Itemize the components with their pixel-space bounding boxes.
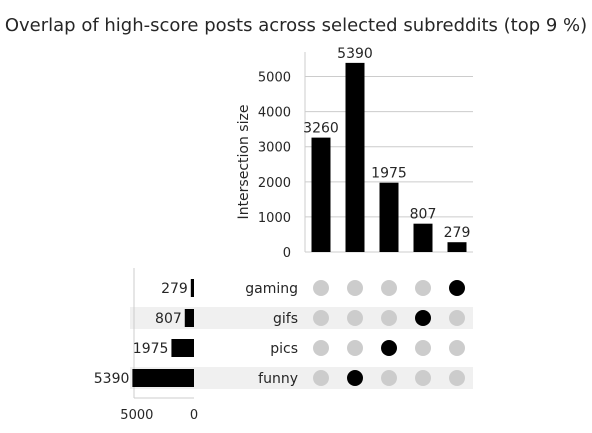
matrix-dot-active [449, 280, 465, 296]
intersection-bar [311, 137, 331, 252]
chart-title: Overlap of high-score posts across selec… [5, 15, 587, 36]
set-size-bar-gaming [190, 279, 194, 297]
set-size-label-pics: 1975 [133, 341, 169, 357]
set-name-funny: funny [258, 371, 298, 387]
intersection-bar [413, 223, 433, 252]
matrix-dot-inactive [449, 310, 465, 326]
y-tick-label: 4000 [258, 106, 291, 121]
intersection-bar [345, 62, 365, 252]
matrix-dot-inactive [313, 370, 329, 386]
set-size-label-funny: 5390 [94, 371, 130, 387]
set-name-pics: pics [270, 341, 298, 357]
intersection-bar-label: 5390 [337, 46, 373, 62]
matrix-dots [313, 280, 465, 386]
y-tick-label: 1000 [258, 211, 291, 226]
matrix-dot-inactive [347, 340, 363, 356]
set-size-bars [132, 279, 194, 387]
matrix-dot-inactive [313, 340, 329, 356]
matrix-dot-inactive [313, 280, 329, 296]
set-name-gaming: gaming [245, 281, 298, 297]
matrix-dot-inactive [381, 280, 397, 296]
matrix-dot-active [415, 310, 431, 326]
set-names: gaming gifs pics funny [245, 281, 298, 387]
intersection-bar-label: 279 [444, 225, 471, 241]
matrix-dot-inactive [347, 280, 363, 296]
set-name-gifs: gifs [273, 311, 298, 327]
y-axis-label: Intersection size [236, 105, 252, 220]
intersection-bars [311, 62, 467, 252]
set-size-label-gifs: 807 [155, 311, 182, 327]
matrix-dot-active [347, 370, 363, 386]
set-size-bar-pics [171, 339, 194, 357]
matrix-dot-active [381, 340, 397, 356]
set-size-tick-labels: 5000 0 [120, 408, 198, 423]
matrix-dot-inactive [449, 370, 465, 386]
intersection-bar [379, 182, 399, 252]
matrix-dot-inactive [313, 310, 329, 326]
matrix-dot-inactive [449, 340, 465, 356]
set-size-tick-label: 5000 [120, 408, 153, 423]
matrix-dot-inactive [381, 370, 397, 386]
y-tick-label: 0 [283, 246, 291, 261]
matrix-dot-inactive [381, 310, 397, 326]
intersection-bar-label: 1975 [371, 166, 407, 182]
set-size-bar-gifs [184, 309, 194, 327]
y-tick-label: 3000 [258, 141, 291, 156]
matrix-dot-inactive [415, 280, 431, 296]
set-size-bar-funny [132, 369, 194, 387]
matrix-dot-inactive [415, 370, 431, 386]
y-tick-label: 5000 [258, 71, 291, 86]
matrix-dot-inactive [347, 310, 363, 326]
intersection-bar-label: 807 [410, 207, 437, 223]
set-size-label-gaming: 279 [161, 281, 188, 297]
set-size-tick-label: 0 [190, 408, 198, 423]
y-tick-labels: 0 1000 2000 3000 4000 5000 [258, 71, 291, 261]
intersection-bar-labels: 3260 5390 1975 807 279 [303, 46, 470, 241]
y-tick-label: 2000 [258, 176, 291, 191]
intersection-bar-label: 3260 [303, 121, 339, 137]
matrix-dot-inactive [415, 340, 431, 356]
intersection-bar [447, 242, 467, 252]
